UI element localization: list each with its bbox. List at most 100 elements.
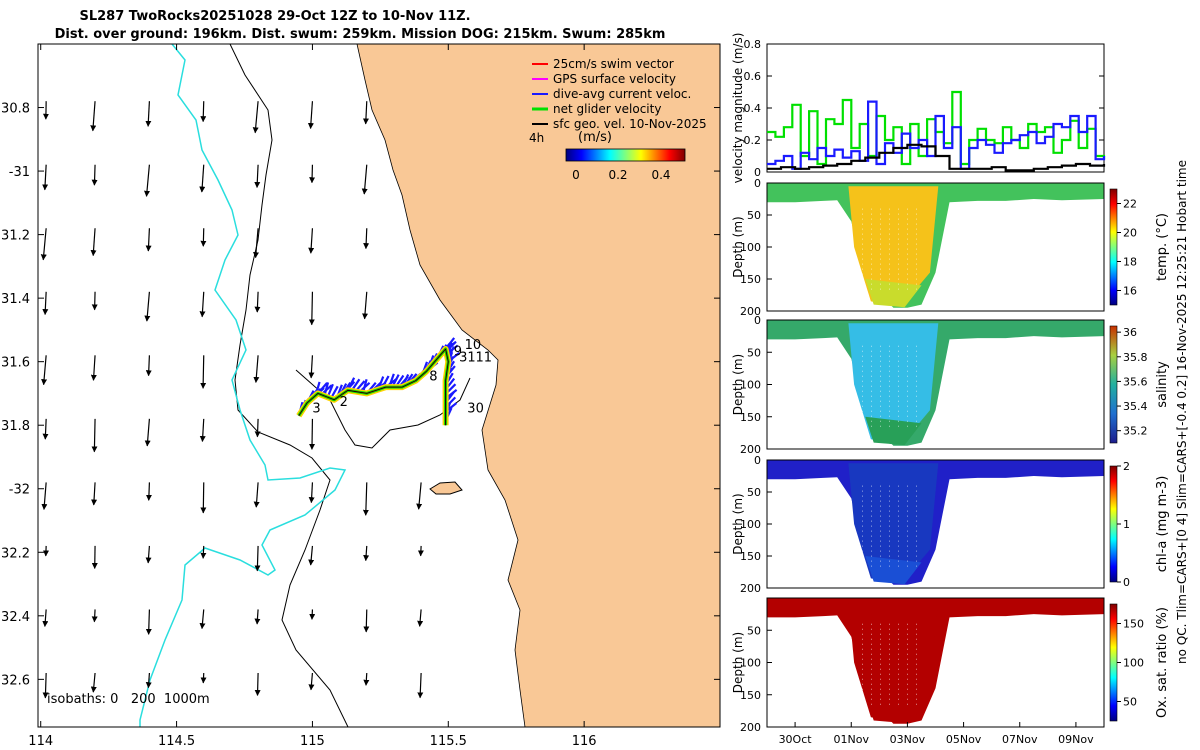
section-ytick-label: 150 xyxy=(740,273,761,286)
section-ytick-label: 0 xyxy=(754,177,761,190)
colorbar-tick-label: 35.4 xyxy=(1123,400,1148,413)
map-axis-ticks: 114 114.5 115 115.5 11630.8-3131.231.431.631… xyxy=(1,44,720,749)
section-ytick-label: 100 xyxy=(740,518,761,531)
colorbar-label: salinity xyxy=(1155,361,1170,408)
chla-section: 0 50 100 150 200 Depth (m) 0 1 2 chl-a (mg m-3) xyxy=(731,454,1170,595)
geo-velocity-arrow xyxy=(308,291,315,326)
section-ytick-label: 0 xyxy=(754,454,761,467)
geo-velocity-arrow xyxy=(199,291,206,318)
track-day-label: 8 xyxy=(429,370,437,385)
section-ytick-label: 200 xyxy=(740,305,761,318)
colorbar-tick-label: 36 xyxy=(1123,326,1137,339)
colorbar-tick-label: 1 xyxy=(1123,518,1130,531)
section-data-core xyxy=(848,463,939,583)
geo-velocity-arrow xyxy=(145,609,152,635)
section-ylabel: Depth (m) xyxy=(731,216,745,277)
section-ytick-label: 50 xyxy=(747,624,761,637)
map-xtick-label: 116 xyxy=(572,734,597,749)
geo-velocity-arrow xyxy=(254,418,261,438)
velocity-ytick-label: 0.6 xyxy=(744,70,762,83)
track-line xyxy=(298,348,449,426)
colorbar-label: temp. (°C) xyxy=(1155,213,1170,281)
colorbar-tick-label: 35.6 xyxy=(1123,375,1148,388)
track-day-label: 10 xyxy=(465,338,482,353)
map-ytick-label: 32.4 xyxy=(1,610,30,625)
geo-velocity-arrow xyxy=(362,291,369,320)
time-tick-label: 05Nov xyxy=(946,733,982,746)
map-ytick-label: 31.6 xyxy=(1,356,30,371)
section-ylabel: Depth (m) xyxy=(731,493,745,554)
legend-label-geo: sfc geo. vel. 10-Nov-2025 xyxy=(553,117,707,131)
time-tick-label: 09Nov xyxy=(1058,733,1094,746)
island xyxy=(429,481,463,495)
colorbar-tick-label: 20 xyxy=(1123,227,1137,240)
colorbar-label: Ox. sat. ratio (%) xyxy=(1155,607,1170,718)
geo-velocity-arrow xyxy=(308,228,315,254)
geo-velocity-arrow xyxy=(363,545,370,562)
colorbar-tick-2: 0.4 xyxy=(651,168,670,182)
colorbar-tick-label: 16 xyxy=(1123,285,1137,298)
section-colorbar xyxy=(1109,603,1118,722)
section-colorbar xyxy=(1109,465,1118,583)
section-ytick-label: 200 xyxy=(740,582,761,595)
geo-velocity-arrow xyxy=(363,672,370,686)
colorbar-tick-label: 35.2 xyxy=(1123,425,1148,438)
geo-velocity-arrow xyxy=(417,609,424,627)
glider-track xyxy=(296,337,460,426)
map-xtick-label: 115 xyxy=(300,734,325,749)
geo-velocity-arrow xyxy=(308,482,315,504)
map-ytick-label: 32.2 xyxy=(1,546,30,561)
geo-velocity-arrow xyxy=(254,545,261,572)
time-axis-ticks: 30Oct 01Nov 03Nov 05Nov 07Nov 09Nov xyxy=(779,722,1094,746)
map-ytick-label: 31.2 xyxy=(1,229,30,244)
section-ytick-label: 150 xyxy=(740,411,761,424)
time-tick-label: 01Nov xyxy=(834,733,870,746)
geo-velocity-arrow xyxy=(145,355,152,377)
geo-velocity-arrow xyxy=(145,228,152,252)
colorbar-tick-1: 0.2 xyxy=(608,168,627,182)
section-data-deep xyxy=(865,556,922,585)
geo-velocity-arrow xyxy=(417,672,424,699)
legend-label-net: net glider velocity xyxy=(553,102,661,116)
geostrophic-vectors xyxy=(40,101,424,699)
geo-velocity-arrow xyxy=(361,164,368,195)
section-ylabel: Depth (m) xyxy=(731,632,745,693)
geo-velocity-arrow xyxy=(416,482,423,510)
section-data-deep xyxy=(865,279,922,308)
legend-label-swim: 25cm/s swim vector xyxy=(553,57,674,71)
geo-velocity-arrow xyxy=(308,672,315,691)
geo-velocity-arrow xyxy=(253,228,260,259)
map-ytick-label: -31 xyxy=(9,165,30,180)
geo-velocity-arrow xyxy=(253,482,260,508)
geo-velocity-arrow xyxy=(42,164,49,191)
geo-velocity-arrow xyxy=(144,164,150,197)
colorbar-tick-label: 100 xyxy=(1123,657,1144,670)
section-ytick-label: 50 xyxy=(747,486,761,499)
geo-velocity-arrow xyxy=(254,164,261,189)
geo-velocity-arrow xyxy=(90,672,97,693)
geo-velocity-arrow xyxy=(200,545,207,559)
map-ytick-label: 31.8 xyxy=(1,419,30,434)
geo-velocity-arrow xyxy=(254,609,261,625)
colorbar-tick-label: 0 xyxy=(1123,576,1130,589)
side-note: no QC. Tlim=CARS+[0 4] Slim=CARS+[-0.4 0… xyxy=(1175,160,1189,664)
section-ytick-label: 200 xyxy=(740,443,761,456)
track-day-label: 31 xyxy=(459,351,476,366)
velocity-ylabel: velocity magnitude (m/s) xyxy=(731,33,745,184)
geo-velocity-arrow xyxy=(90,228,97,257)
track-day-label: 30 xyxy=(467,402,484,417)
geo-velocity-arrow xyxy=(199,418,206,443)
geo-velocity-arrow xyxy=(41,482,48,511)
section-ytick-label: 50 xyxy=(747,209,761,222)
geo-velocity-arrow xyxy=(90,101,97,132)
map-ytick-label: 31.4 xyxy=(1,292,30,307)
geo-velocity-arrow xyxy=(91,164,98,186)
map-xtick-label: 114 xyxy=(28,734,53,749)
map-xtick-label: 115.5 xyxy=(430,734,467,749)
map-colorbar xyxy=(565,148,686,162)
geo-velocity-arrow xyxy=(308,545,315,566)
geo-velocity-arrow xyxy=(363,609,370,633)
geo-velocity-arrow xyxy=(307,101,314,130)
